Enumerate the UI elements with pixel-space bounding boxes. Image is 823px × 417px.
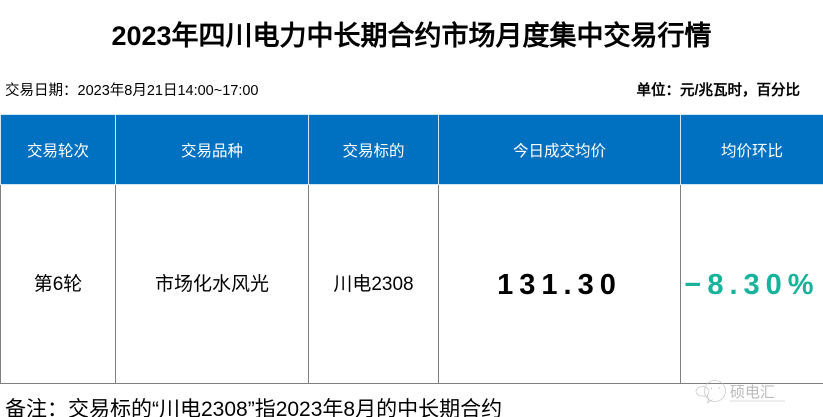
svg-text:硕电汇: 硕电汇 (730, 384, 775, 401)
